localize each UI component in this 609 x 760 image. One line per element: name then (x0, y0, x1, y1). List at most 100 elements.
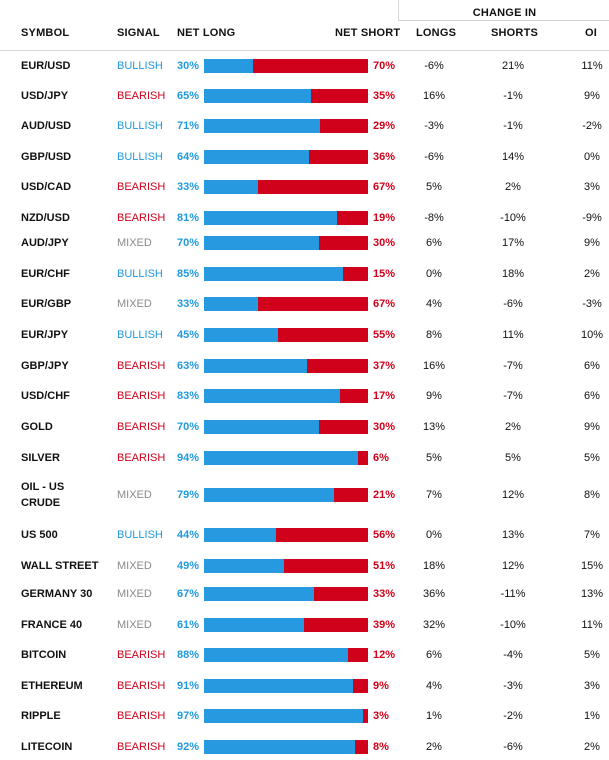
net-short-percent: 17% (373, 390, 396, 402)
change-shorts-value: -10% (500, 619, 526, 631)
column-header-net-short[interactable]: NET SHORT (335, 27, 401, 39)
column-header-oi[interactable]: OI (585, 27, 598, 39)
net-short-bar (204, 359, 368, 373)
net-long-percent: 71% (177, 120, 200, 132)
change-shorts-value: 13% (501, 529, 525, 541)
change-oi-value: 1% (584, 710, 600, 722)
change-oi-value: 2% (584, 268, 600, 280)
net-long-bar (204, 119, 321, 133)
symbol-link[interactable]: BITCOIN (21, 649, 67, 661)
net-short-percent: 67% (373, 298, 396, 310)
symbol-link[interactable]: FRANCE 40 (21, 619, 83, 631)
net-long-bar (204, 618, 305, 632)
change-longs-value: 2% (426, 741, 442, 753)
signal-label: BEARISH (117, 360, 166, 372)
symbol-link[interactable]: OIL - US CRUDE (21, 481, 65, 509)
net-short-percent: 33% (373, 588, 396, 600)
net-long-percent: 49% (177, 560, 200, 572)
symbol-link[interactable]: WALL STREET (21, 560, 99, 572)
symbol-link[interactable]: US 500 (21, 529, 58, 541)
column-header-longs[interactable]: LONGS (416, 27, 457, 39)
column-header-net-long[interactable]: NET LONG (177, 27, 236, 39)
change-longs-value: 1% (426, 710, 442, 722)
net-long-percent: 61% (177, 619, 200, 631)
symbol-link[interactable]: EUR/GBP (21, 298, 72, 310)
change-longs-value: 16% (422, 90, 446, 102)
net-long-bar (204, 709, 364, 723)
net-short-percent: 55% (373, 329, 396, 341)
net-long-bar (204, 420, 319, 434)
change-shorts-value: 17% (501, 237, 525, 249)
column-header-symbol[interactable]: SYMBOL (21, 27, 70, 39)
signal-label: BEARISH (117, 181, 166, 193)
change-in-group-header: CHANGE IN (398, 0, 609, 20)
net-long-bar (204, 211, 337, 225)
change-longs-value: 32% (422, 619, 446, 631)
symbol-link[interactable]: AUD/JPY (21, 237, 69, 249)
net-short-bar (204, 528, 368, 542)
change-longs-value: 0% (426, 268, 442, 280)
change-oi-value: 13% (580, 588, 604, 600)
symbol-link[interactable]: USD/CAD (21, 181, 72, 193)
symbol-link[interactable]: EUR/CHF (21, 268, 70, 280)
net-short-percent: 6% (373, 452, 389, 464)
net-long-percent: 85% (177, 268, 200, 280)
signal-label: BULLISH (117, 60, 163, 72)
symbol-link[interactable]: AUD/USD (21, 120, 72, 132)
change-shorts-value: -1% (503, 120, 523, 132)
net-long-percent: 91% (177, 680, 200, 692)
symbol-link[interactable]: EUR/JPY (21, 329, 69, 341)
symbol-link[interactable]: EUR/USD (21, 60, 71, 72)
net-short-percent: 29% (373, 120, 396, 132)
symbol-link[interactable]: USD/CHF (21, 390, 70, 402)
change-longs-value: 8% (426, 329, 442, 341)
change-longs-value: 18% (422, 560, 446, 572)
net-long-percent: 67% (177, 588, 200, 600)
net-short-bar (204, 420, 368, 434)
net-long-percent: 88% (177, 649, 200, 661)
net-short-bar (204, 451, 368, 465)
symbol-link[interactable]: SILVER (21, 452, 60, 464)
net-short-percent: 19% (373, 212, 396, 224)
column-header-shorts[interactable]: SHORTS (491, 27, 539, 39)
symbol-link[interactable]: LITECOIN (21, 741, 73, 753)
symbol-link[interactable]: RIPPLE (21, 710, 61, 722)
net-short-percent: 51% (373, 560, 396, 572)
signal-label: BULLISH (117, 529, 163, 541)
net-short-bar (204, 236, 368, 250)
change-shorts-value: 11% (502, 329, 524, 341)
net-long-percent: 83% (177, 390, 200, 402)
change-longs-value: -6% (424, 60, 444, 72)
net-short-percent: 3% (373, 710, 389, 722)
net-short-bar (204, 59, 368, 73)
change-longs-value: -3% (424, 120, 444, 132)
net-long-percent: 65% (177, 90, 200, 102)
signal-label: BEARISH (117, 421, 166, 433)
net-long-bar (204, 740, 355, 754)
net-short-percent: 30% (373, 237, 396, 249)
net-short-percent: 15% (373, 268, 396, 280)
net-short-bar (204, 119, 368, 133)
symbol-link[interactable]: GBP/JPY (21, 360, 69, 372)
change-longs-value: -6% (424, 151, 444, 163)
change-shorts-value: -10% (500, 212, 526, 224)
net-long-percent: 45% (177, 329, 200, 341)
symbol-link[interactable]: ETHEREUM (21, 680, 83, 692)
net-short-bar (204, 211, 368, 225)
column-header-signal[interactable]: SIGNAL (117, 27, 160, 39)
change-oi-value: 8% (584, 489, 600, 501)
net-short-percent: 35% (373, 90, 396, 102)
change-oi-value: 7% (584, 529, 600, 541)
change-shorts-value: -6% (503, 741, 523, 753)
symbol-link[interactable]: USD/JPY (21, 90, 69, 102)
change-oi-value: 5% (584, 452, 600, 464)
symbol-link[interactable]: GOLD (21, 421, 53, 433)
net-short-percent: 30% (373, 421, 396, 433)
symbol-link[interactable]: NZD/USD (21, 212, 70, 224)
symbol-link[interactable]: GBP/USD (21, 151, 72, 163)
symbol-link[interactable]: GERMANY 30 (21, 588, 93, 600)
net-long-bar (204, 559, 285, 573)
signal-label: BULLISH (117, 151, 163, 163)
change-longs-value: 4% (426, 298, 442, 310)
net-long-bar (204, 679, 354, 693)
